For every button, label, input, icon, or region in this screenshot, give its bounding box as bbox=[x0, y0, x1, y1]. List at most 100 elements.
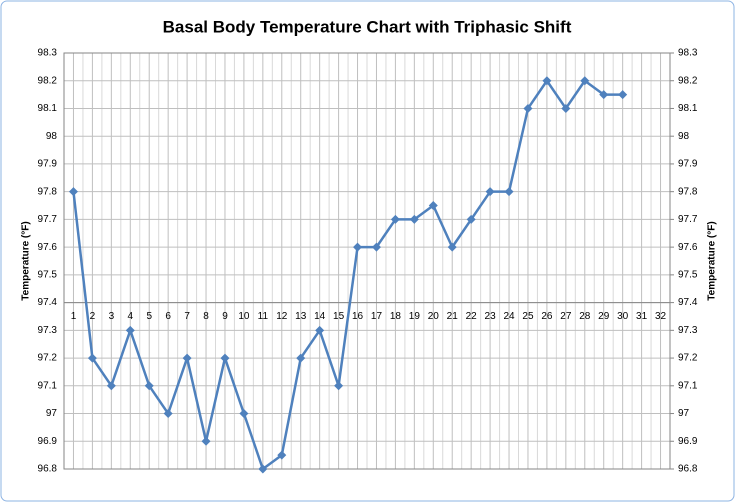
data-marker bbox=[618, 90, 628, 100]
y-tick-label: 97.9 bbox=[38, 159, 58, 170]
y2-tick-label: 97.5 bbox=[678, 270, 698, 281]
y-tick-label: 98.3 bbox=[38, 48, 58, 59]
x-tick-label: 32 bbox=[655, 311, 667, 322]
data-marker bbox=[163, 409, 173, 419]
y2-tick-label: 98.3 bbox=[678, 48, 698, 59]
data-marker bbox=[315, 325, 325, 335]
data-marker bbox=[125, 325, 135, 335]
data-marker bbox=[182, 353, 192, 363]
x-tick-label: 18 bbox=[390, 311, 402, 322]
x-tick-label: 25 bbox=[522, 311, 534, 322]
x-tick-label: 23 bbox=[485, 311, 497, 322]
y-axis-title: Temperature (°F) bbox=[21, 221, 32, 300]
data-marker bbox=[523, 103, 533, 113]
x-tick-label: 16 bbox=[352, 311, 364, 322]
y2-tick-label: 97.2 bbox=[678, 353, 698, 364]
x-tick-label: 30 bbox=[617, 311, 629, 322]
x-tick-label: 27 bbox=[560, 311, 572, 322]
x-tick-label: 31 bbox=[636, 311, 648, 322]
data-marker bbox=[542, 76, 552, 86]
data-marker bbox=[504, 187, 514, 197]
data-marker bbox=[371, 242, 381, 252]
y2-tick-label: 97.6 bbox=[678, 242, 698, 253]
y-tick-label: 97.4 bbox=[38, 297, 58, 308]
y-tick-label: 98.1 bbox=[38, 103, 58, 114]
y2-tick-label: 98 bbox=[678, 131, 690, 142]
x-tick-label: 12 bbox=[276, 311, 288, 322]
x-tick-label: 10 bbox=[238, 311, 250, 322]
y2-tick-label: 97.4 bbox=[678, 297, 698, 308]
y-tick-label: 97.6 bbox=[38, 242, 58, 253]
y-tick-label: 97.5 bbox=[38, 270, 58, 281]
plot-border bbox=[63, 52, 671, 470]
x-tick-label: 11 bbox=[258, 311, 269, 322]
y-tick-label: 96.9 bbox=[38, 436, 58, 447]
x-tick-label: 5 bbox=[146, 311, 152, 322]
y2-tick-label: 97 bbox=[678, 408, 690, 419]
y2-tick-label: 97.8 bbox=[678, 186, 698, 197]
series-line bbox=[72, 79, 623, 471]
data-marker bbox=[87, 353, 97, 363]
data-marker bbox=[239, 409, 249, 419]
data-marker bbox=[68, 187, 78, 197]
data-marker bbox=[144, 381, 154, 391]
x-tick-label: 29 bbox=[598, 311, 610, 322]
y2-tick-label: 97.1 bbox=[678, 380, 698, 391]
data-marker bbox=[220, 353, 230, 363]
chart-title: Basal Body Temperature Chart with Tripha… bbox=[163, 17, 572, 36]
data-marker bbox=[447, 242, 457, 252]
data-marker bbox=[580, 76, 590, 86]
x-tick-label: 9 bbox=[222, 311, 228, 322]
x-tick-label: 26 bbox=[541, 311, 553, 322]
data-marker bbox=[561, 103, 571, 113]
y-tick-label: 97.1 bbox=[38, 380, 58, 391]
x-tick-label: 6 bbox=[165, 311, 171, 322]
data-marker bbox=[466, 214, 476, 224]
x-tick-label: 17 bbox=[371, 311, 383, 322]
x-tick-label: 20 bbox=[428, 311, 440, 322]
data-marker bbox=[296, 353, 306, 363]
y2-tick-label: 97.9 bbox=[678, 159, 698, 170]
data-marker bbox=[353, 242, 363, 252]
y-tick-label: 97.2 bbox=[38, 353, 58, 364]
data-marker bbox=[277, 450, 287, 460]
y-tick-label: 96.8 bbox=[38, 464, 58, 475]
data-marker bbox=[106, 381, 116, 391]
y-tick-label: 98 bbox=[46, 131, 58, 142]
data-marker bbox=[258, 464, 268, 474]
x-tick-label: 4 bbox=[128, 311, 134, 322]
y2-axis-title: Temperature (°F) bbox=[707, 221, 718, 300]
x-tick-label: 13 bbox=[295, 311, 307, 322]
x-tick-label: 22 bbox=[466, 311, 478, 322]
y2-tick-label: 98.2 bbox=[678, 75, 698, 86]
x-tick-label: 14 bbox=[314, 311, 326, 322]
y-tick-label: 97.8 bbox=[38, 186, 58, 197]
x-tick-label: 24 bbox=[503, 311, 515, 322]
y-tick-label: 97.3 bbox=[38, 325, 58, 336]
y2-tick-label: 97.3 bbox=[678, 325, 698, 336]
x-tick-label: 1 bbox=[71, 311, 77, 322]
y2-tick-label: 97.7 bbox=[678, 214, 698, 225]
x-tick-label: 19 bbox=[409, 311, 421, 322]
y2-tick-label: 96.8 bbox=[678, 464, 698, 475]
x-tick-label: 7 bbox=[184, 311, 190, 322]
data-marker bbox=[409, 214, 419, 224]
data-marker bbox=[201, 436, 211, 446]
x-tick-label: 3 bbox=[109, 311, 115, 322]
data-marker bbox=[390, 214, 400, 224]
data-marker bbox=[599, 90, 609, 100]
y2-tick-label: 96.9 bbox=[678, 436, 698, 447]
data-marker bbox=[485, 187, 495, 197]
data-marker bbox=[428, 201, 438, 211]
x-tick-label: 2 bbox=[90, 311, 96, 322]
y-tick-label: 97.7 bbox=[38, 214, 58, 225]
y-tick-label: 97 bbox=[46, 408, 58, 419]
x-tick-label: 8 bbox=[203, 311, 209, 322]
x-tick-label: 21 bbox=[447, 311, 459, 322]
y2-tick-label: 98.1 bbox=[678, 103, 698, 114]
x-tick-label: 15 bbox=[333, 311, 345, 322]
y-tick-label: 98.2 bbox=[38, 75, 58, 86]
data-marker bbox=[334, 381, 344, 391]
x-tick-label: 28 bbox=[579, 311, 591, 322]
